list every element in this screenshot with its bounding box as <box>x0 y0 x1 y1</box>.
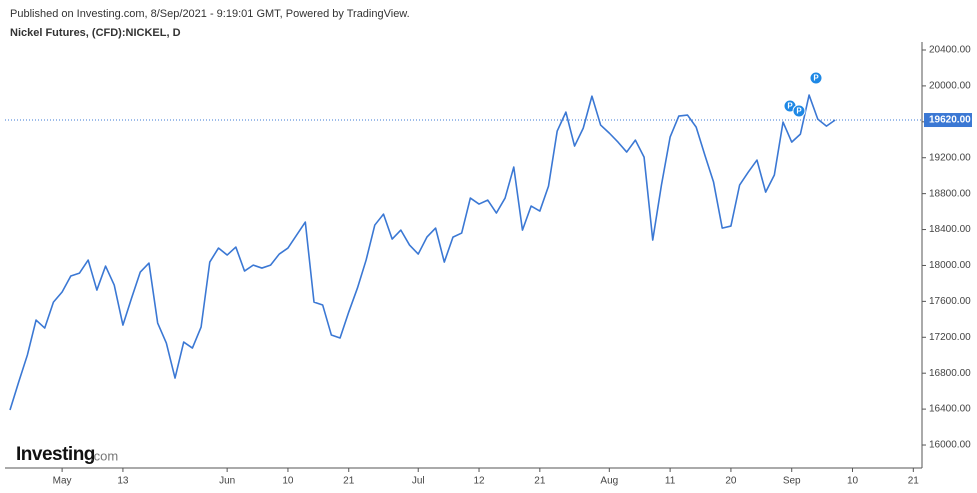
logo-name: Investing <box>16 444 95 465</box>
event-marker-label: P <box>787 102 793 111</box>
event-marker-label: P <box>796 107 802 116</box>
y-tick-label: 16800.00 <box>929 368 971 379</box>
x-tick-label: 20 <box>725 476 737 487</box>
x-tick-label: 21 <box>534 476 546 487</box>
x-tick-label: 13 <box>117 476 129 487</box>
event-marker-label: P <box>813 74 819 83</box>
x-tick-label: 10 <box>282 476 294 487</box>
x-tick-label: 21 <box>343 476 355 487</box>
price-line <box>9 94 836 411</box>
x-tick-label: Aug <box>600 476 618 487</box>
last-price-label: 19620.00 <box>929 115 971 126</box>
y-tick-label: 20000.00 <box>929 81 971 92</box>
x-tick-label: 10 <box>847 476 859 487</box>
x-tick-label: 12 <box>473 476 485 487</box>
y-tick-label: 17200.00 <box>929 332 971 343</box>
x-tick-label: Sep <box>783 476 801 487</box>
logo-suffix: .com <box>90 448 118 463</box>
event-marker <box>792 104 806 118</box>
x-tick-label: 11 <box>665 476 676 487</box>
y-tick-label: 17600.00 <box>929 296 971 307</box>
event-marker <box>809 71 823 85</box>
y-tick-label: 16000.00 <box>929 440 971 451</box>
y-tick-label: 18800.00 <box>929 188 971 199</box>
y-tick-label: 20400.00 <box>929 45 971 56</box>
y-tick-label: 18400.00 <box>929 224 971 235</box>
y-tick-label: 19200.00 <box>929 152 971 163</box>
x-tick-label: Jun <box>219 476 235 487</box>
y-tick-label: 18000.00 <box>929 260 971 271</box>
x-tick-label: May <box>53 476 72 487</box>
y-tick-label: 16400.00 <box>929 404 971 415</box>
symbol-title: Nickel Futures, (CFD):NICKEL, D <box>10 27 181 39</box>
x-tick-label: Jul <box>412 476 425 487</box>
published-note: Published on Investing.com, 8/Sep/2021 -… <box>10 8 410 20</box>
last-price-box <box>924 113 972 128</box>
x-tick-label: 21 <box>908 476 920 487</box>
